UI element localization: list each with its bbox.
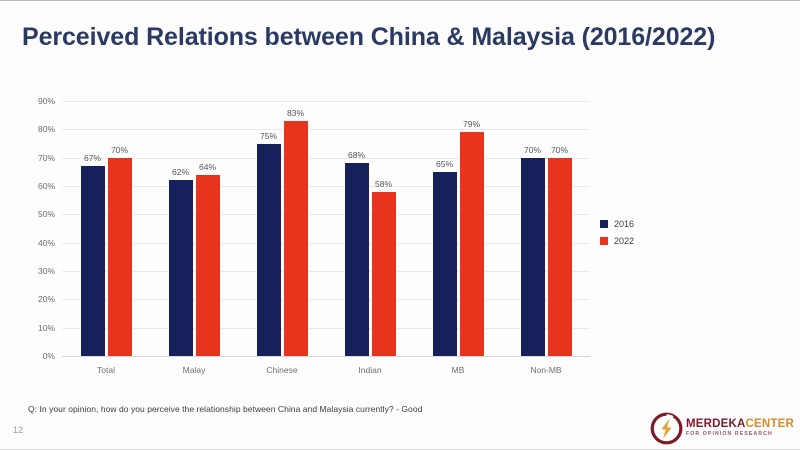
bar[interactable]	[432, 171, 457, 356]
page-number: 12	[13, 425, 24, 435]
chart-bar-pair: 65% 79%	[414, 101, 502, 356]
bar[interactable]	[80, 166, 105, 356]
bar[interactable]	[459, 132, 484, 356]
chart-bar-2022[interactable]: 58%	[371, 101, 396, 356]
chart-bar-2016[interactable]: 70%	[520, 101, 545, 356]
chart-bar-group: 68% 58% Indian	[326, 101, 414, 375]
chart-bar-group: 67% 70% Total	[62, 101, 150, 375]
gridline: 40%	[38, 238, 590, 248]
y-axis-tick-label: 60%	[37, 181, 55, 191]
legend-item-2022[interactable]: 2022	[600, 236, 670, 246]
chart-bar-group: 75% 83% Chinese	[238, 101, 326, 375]
merdeka-center-logo: MERDEKACENTER FOR OPINION RESEARCH	[650, 410, 794, 446]
legend-color-swatch	[600, 220, 608, 228]
bar[interactable]	[168, 180, 193, 356]
y-axis-tick-label: 80%	[37, 124, 55, 135]
bar[interactable]	[195, 174, 220, 356]
y-axis-tick-label: 50%	[37, 209, 55, 220]
bar-chart: 90% 80% 70% 60% 50% 40% 30% 20% 10% 0% 67% 70% Tota…	[20, 79, 680, 384]
y-axis-tick-label: 30%	[37, 266, 55, 276]
chart-question-footnote: Q: In your opinion, how do you perceive …	[28, 404, 423, 414]
y-axis-tick-label: 10%	[37, 322, 55, 333]
logo-tagline: FOR OPINION RESEARCH	[685, 431, 773, 438]
x-axis-category-label: Indian	[358, 365, 382, 375]
legend-item-2016[interactable]: 2016	[600, 219, 670, 229]
chart-bar-2022[interactable]: 79%	[459, 101, 484, 356]
y-axis-tick-label: 40%	[37, 237, 55, 248]
gridline: 30%	[38, 266, 590, 276]
y-axis-tick-label: 20%	[37, 294, 55, 305]
y-axis-tick-label: 90%	[37, 96, 55, 106]
legend-label: 2016	[614, 219, 635, 229]
bar-value-label: 79%	[462, 119, 480, 130]
bar-value-label: 70%	[550, 144, 568, 155]
chart-bar-group: 65% 79% MB	[414, 101, 502, 375]
x-axis-category-label: Total	[97, 365, 115, 375]
bar-value-label: 70%	[523, 144, 541, 155]
bar[interactable]	[344, 163, 369, 356]
logo-name-merdeka: MERDEKA	[685, 417, 746, 430]
bar-value-label: 68%	[347, 150, 365, 161]
bar[interactable]	[107, 157, 132, 356]
chart-bar-groups: 67% 70% Total 62% 64% Malay 75% 83% Chinese 68% 58…	[62, 101, 590, 375]
lightning-bolt-icon	[650, 412, 683, 445]
gridline: 80%	[38, 124, 590, 134]
x-axis-category-label: Non-MB	[530, 365, 562, 375]
chart-bar-2022[interactable]: 83%	[283, 101, 308, 356]
chart-bar-2022[interactable]: 70%	[107, 101, 132, 356]
y-axis-tick-label: 70%	[37, 152, 55, 163]
gridline: 0%	[43, 351, 590, 361]
y-axis-tick-label: 0%	[42, 351, 55, 361]
logo-text: MERDEKACENTER FOR OPINION RESEARCH	[685, 417, 794, 438]
gridline: 50%	[38, 209, 590, 219]
gridline: 90%	[38, 96, 590, 106]
bar[interactable]	[283, 120, 308, 356]
bar[interactable]	[547, 157, 572, 356]
chart-bar-group: 62% 64% Malay	[150, 101, 238, 375]
bar[interactable]	[256, 143, 281, 356]
bar-value-label: 70%	[110, 144, 128, 155]
chart-bar-2022[interactable]: 70%	[547, 101, 572, 356]
chart-bar-2016[interactable]: 68%	[344, 101, 369, 356]
bar-value-label: 58%	[374, 178, 392, 189]
legend-color-swatch	[600, 237, 608, 245]
chart-bar-2016[interactable]: 75%	[256, 101, 281, 356]
bar[interactable]	[371, 191, 396, 356]
chart-bar-pair: 75% 83%	[238, 101, 326, 356]
bar[interactable]	[520, 157, 545, 356]
chart-bar-2016[interactable]: 62%	[168, 101, 193, 356]
chart-bar-pair: 68% 58%	[326, 101, 414, 356]
chart-bar-pair: 70% 70%	[502, 101, 590, 356]
chart-plot-area: 90% 80% 70% 60% 50% 40% 30% 20% 10% 0% 67% 70% Tota…	[38, 96, 590, 375]
logo-name: MERDEKACENTER	[685, 417, 794, 431]
x-axis-category-label: Malay	[182, 365, 206, 375]
chart-bar-2016[interactable]: 67%	[80, 101, 105, 356]
x-axis-category-label: Chinese	[266, 365, 298, 375]
chart-bar-2016[interactable]: 65%	[432, 101, 457, 356]
chart-bar-group: 70% 70% Non-MB	[502, 101, 590, 375]
bar-value-label: 64%	[198, 161, 216, 172]
logo-name-center: CENTER	[745, 417, 794, 430]
bar-value-label: 62%	[171, 167, 189, 178]
x-axis-category-label: MB	[451, 365, 465, 375]
bar-value-label: 65%	[435, 158, 453, 169]
gridline: 10%	[38, 323, 590, 333]
bar-value-label: 83%	[286, 107, 304, 118]
legend-label: 2022	[614, 236, 635, 246]
page-title: Perceived Relations between China & Mala…	[22, 23, 716, 51]
chart-legend: 2016 2022	[600, 219, 670, 253]
chart-bar-pair: 62% 64%	[150, 101, 238, 356]
bar-value-label: 67%	[83, 153, 101, 164]
gridline: 20%	[38, 294, 590, 304]
gridline: 70%	[38, 153, 590, 163]
chart-bar-pair: 67% 70%	[62, 101, 150, 356]
gridline: 60%	[38, 181, 590, 191]
chart-bar-2022[interactable]: 64%	[195, 101, 220, 356]
bar-value-label: 75%	[259, 130, 277, 141]
